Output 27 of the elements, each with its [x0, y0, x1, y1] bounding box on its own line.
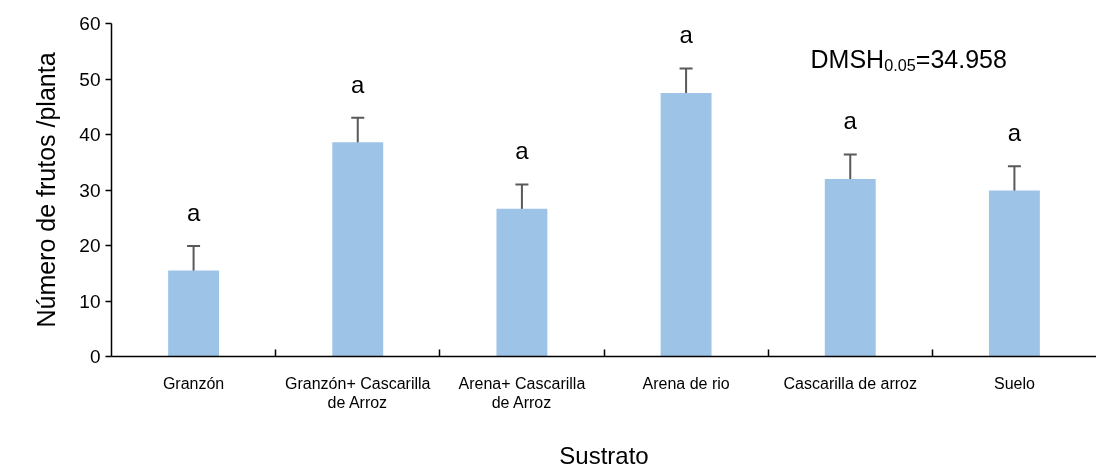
x-tick-label: Arena+ Cascarilla de Arroz	[458, 374, 586, 412]
bar	[496, 208, 548, 357]
x-tick-label: Granzón+ Cascarilla de Arroz	[285, 374, 431, 412]
bar	[988, 190, 1040, 357]
y-tick-label: 20	[79, 235, 101, 256]
annotation: a	[843, 107, 858, 135]
y-tick-label: 10	[79, 290, 101, 312]
x-axis-title: Sustrato	[559, 442, 649, 470]
annotation: a	[679, 21, 694, 49]
y-tick-label: 0	[89, 346, 101, 367]
annotation: a	[351, 70, 366, 98]
annotation: a	[186, 199, 201, 227]
bar	[660, 92, 712, 357]
x-tick-label: Suelo	[993, 374, 1035, 392]
y-tick-label: 30	[79, 179, 101, 201]
y-axis-title: Número de frutos /planta	[32, 52, 61, 328]
x-tick-label: Granzón	[162, 374, 225, 392]
annotation: a	[1007, 119, 1022, 147]
annotation: a	[515, 137, 530, 165]
y-tick-label: 50	[79, 68, 101, 90]
y-tick-label: 40	[79, 124, 101, 145]
bar	[824, 178, 876, 357]
x-tick-label: Cascarilla de arroz	[783, 374, 917, 392]
bar	[168, 270, 220, 357]
y-tick-label: 60	[79, 13, 101, 34]
x-tick-label: Arena de rio	[642, 374, 730, 392]
bar	[332, 142, 384, 357]
